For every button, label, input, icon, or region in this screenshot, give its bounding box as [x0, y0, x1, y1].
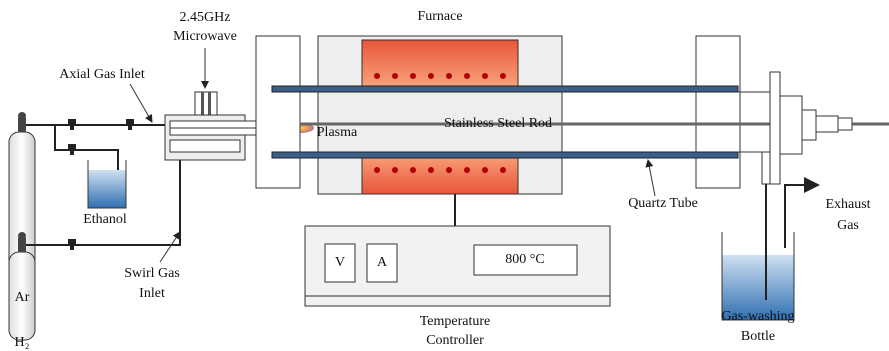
- label: 800 °C: [505, 252, 544, 267]
- label: Inlet: [139, 286, 165, 301]
- label: H₂: [15, 335, 30, 350]
- label: Ethanol: [83, 212, 127, 227]
- label: 2.45GHz: [180, 10, 231, 25]
- label: Swirl Gas: [124, 266, 180, 281]
- label: Quartz Tube: [628, 196, 698, 211]
- label: Bottle: [741, 329, 775, 344]
- label: Furnace: [417, 9, 462, 24]
- furnace: [256, 36, 740, 194]
- label: Microwave: [173, 29, 237, 44]
- label: A: [377, 255, 388, 270]
- label: Controller: [426, 333, 484, 348]
- ethanol-bottle: [88, 160, 126, 208]
- end-flange: [770, 72, 852, 184]
- label: Stainless Steel Rod: [444, 116, 552, 131]
- temperature-controller: [305, 194, 610, 306]
- label: V: [335, 255, 345, 270]
- diagram: 2.45GHz Microwave Furnace Axial Gas Inle…: [0, 0, 889, 351]
- label: Temperature: [420, 314, 491, 329]
- label: Ar: [15, 290, 30, 305]
- label: Plasma: [317, 125, 358, 140]
- label: Axial Gas Inlet: [59, 67, 145, 82]
- label: Gas: [837, 218, 859, 233]
- label: Gas-washing: [721, 309, 794, 324]
- label: Exhaust: [825, 197, 870, 212]
